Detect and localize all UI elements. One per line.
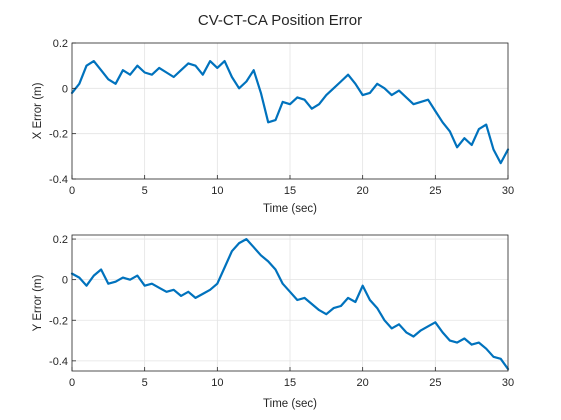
- series-line-x-error: [70, 60, 510, 165]
- subplot-y-error: 0 5 10 15 20 25 30 0.2 0 -0.2 -0.4 Time (sec) Y Er…: [32, 234, 514, 410]
- x-tick-label: 15: [284, 377, 296, 389]
- x-axis-label-y-error: Time (sec): [263, 398, 317, 410]
- x-tick-label: 15: [284, 185, 296, 197]
- x-tick-label: 5: [142, 185, 148, 197]
- x-tick-label: 25: [429, 185, 441, 197]
- y-tick-label: -0.4: [49, 356, 68, 368]
- figure-title: CV-CT-CA Position Error: [198, 12, 362, 29]
- x-tick-label: 20: [357, 185, 369, 197]
- x-axis-label-x-error: Time (sec): [263, 203, 317, 215]
- series-line-y-error: [70, 238, 510, 371]
- x-tick-label: 5: [142, 377, 148, 389]
- x-tick-label: 30: [502, 185, 514, 197]
- y-axis-label-x-error: X Error (m): [32, 82, 44, 139]
- x-tick-label: 10: [211, 185, 223, 197]
- y-tick-label: 0: [62, 275, 68, 287]
- y-tick-label: 0: [62, 83, 68, 95]
- x-tick-label: 0: [69, 185, 75, 197]
- y-tick-label: 0.2: [53, 234, 68, 246]
- x-tick-label: 30: [502, 377, 514, 389]
- x-tick-label: 20: [357, 377, 369, 389]
- ticks-y-error: 0 5 10 15 20 25 30 0.2 0 -0.2 -0.4: [49, 234, 514, 389]
- y-tick-label: -0.4: [49, 174, 68, 186]
- x-tick-label: 25: [429, 377, 441, 389]
- y-tick-label: -0.2: [49, 129, 68, 141]
- ticks-x-error: 0 5 10 15 20 25 30 0.2 0 -0.2 -0.4: [49, 38, 514, 197]
- subplot-x-error: 0 5 10 15 20 25 30 0.2 0 -0.2 -0.4 Time (sec) X Er…: [32, 38, 514, 215]
- x-tick-label: 10: [211, 377, 223, 389]
- y-tick-label: -0.2: [49, 315, 68, 327]
- x-tick-label: 0: [69, 377, 75, 389]
- y-tick-label: 0.2: [53, 38, 68, 50]
- y-axis-label-y-error: Y Error (m): [32, 275, 44, 332]
